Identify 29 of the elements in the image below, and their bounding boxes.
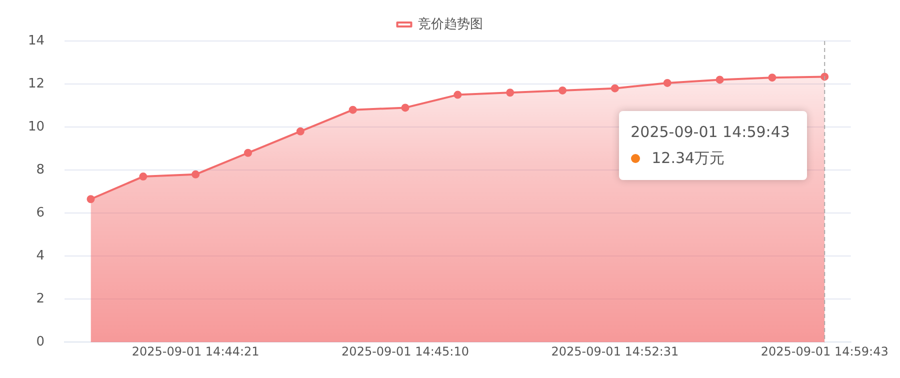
- y-tick-label: 4: [36, 248, 45, 264]
- point: [610, 84, 619, 92]
- x-tick-label: 2025-09-01 14:59:43: [760, 344, 888, 359]
- point: [716, 76, 724, 84]
- y-tick-label: 12: [28, 76, 45, 92]
- y-tick-label: 8: [36, 162, 45, 178]
- x-tick-label: 2025-09-01 14:45:10: [342, 344, 469, 359]
- y-tick-label: 0: [36, 334, 45, 350]
- point: [296, 127, 304, 136]
- point: [192, 170, 200, 178]
- x-tick-label: 2025-09-01 14:52:31: [551, 344, 679, 359]
- point: [663, 78, 672, 87]
- point: [454, 90, 462, 99]
- y-tick-label: 6: [36, 205, 45, 220]
- point: [348, 106, 357, 114]
- x-tick-label: 2025-09-01 14:44:21: [132, 344, 260, 359]
- legend-label: 竞价趋势图: [418, 16, 483, 32]
- annotation: 2025-09-01 14:59:43: [630, 123, 790, 141]
- point: [139, 172, 148, 181]
- point: [768, 74, 776, 82]
- annotation: 12.34万元: [652, 149, 725, 168]
- y-tick-label: 14: [28, 33, 45, 48]
- point: [558, 86, 567, 94]
- point: [401, 104, 410, 112]
- point: [506, 88, 514, 97]
- y-tick-label: 10: [28, 119, 45, 134]
- y-tick-label: 2: [36, 292, 45, 307]
- point: [244, 148, 252, 157]
- point: [86, 195, 95, 204]
